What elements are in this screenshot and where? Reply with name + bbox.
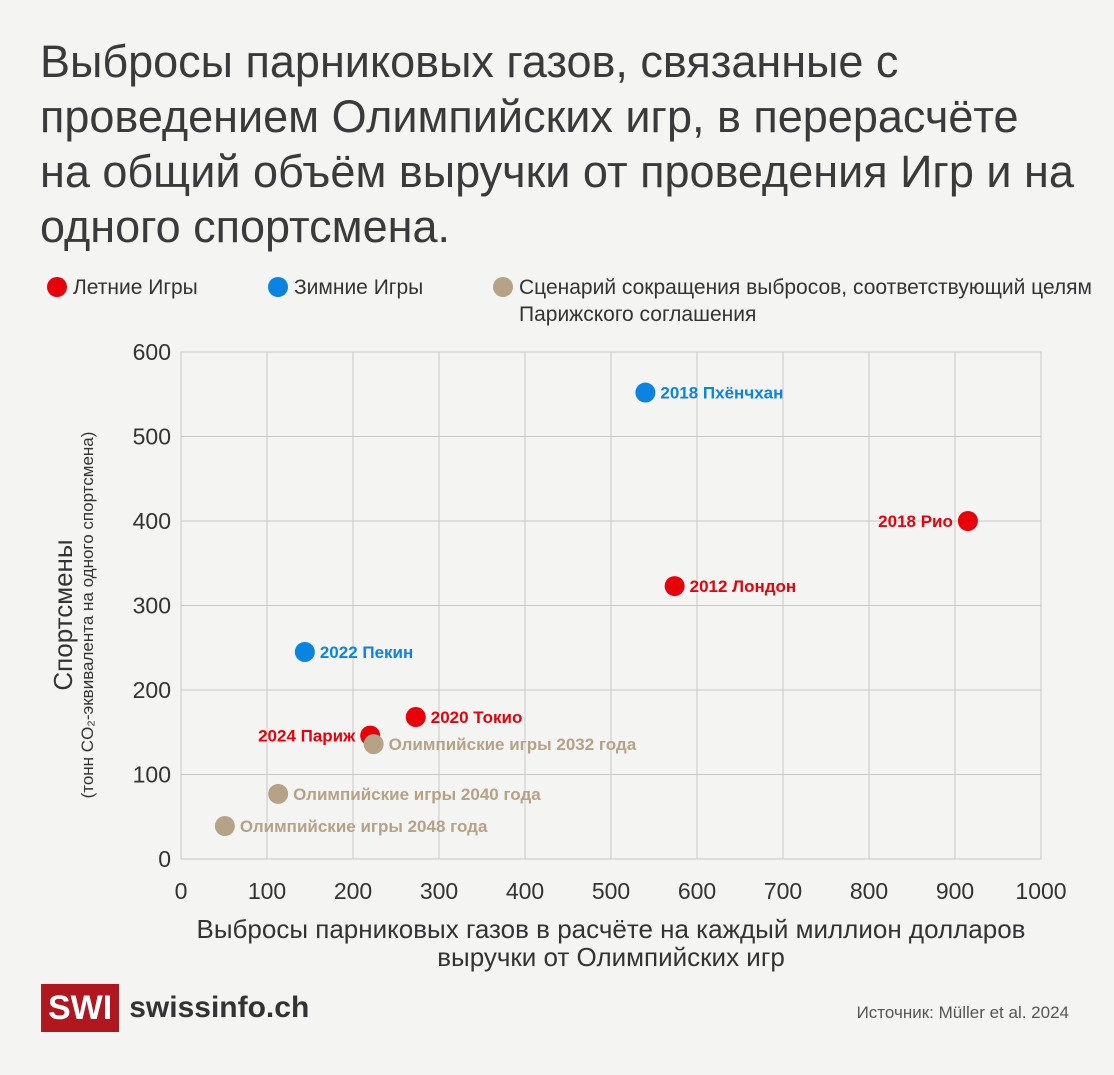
x-tick-label: 500 [592, 878, 630, 904]
y-tick-label: 300 [133, 593, 171, 619]
legend-dot-scenario [493, 277, 513, 297]
x-tick-label: 300 [420, 878, 458, 904]
data-point [294, 641, 315, 662]
data-label: 2024 Париж [258, 727, 356, 746]
x-tick-label: 200 [334, 878, 372, 904]
x-tick-label: 0 [175, 878, 188, 904]
y-tick-label: 400 [133, 508, 171, 534]
legend-label: Зимние Игры [294, 276, 424, 299]
logo-text: swissinfo.ch [129, 991, 310, 1024]
x-axis-label: Выбросы парниковых газов в расчёте на ка… [196, 914, 1026, 972]
data-label: Олимпийские игры 2048 года [240, 817, 488, 836]
legend-dot-winter [268, 277, 288, 297]
y-axis-label: Спортсмены (тонн CO₂-эквивалента на одно… [48, 415, 98, 815]
y-axis-title: Спортсмены [48, 539, 78, 691]
data-label: Олимпийские игры 2032 года [389, 735, 637, 754]
data-point [214, 816, 235, 837]
data-point [405, 707, 426, 728]
y-tick-label: 500 [133, 424, 171, 450]
x-tick-label: 600 [678, 878, 716, 904]
x-tick-label: 900 [936, 878, 974, 904]
legend-label: Сценарий сокращения выбросов, соответств… [519, 276, 1092, 326]
logo-mark: SWI [41, 984, 120, 1032]
legend-label: Летние Игры [73, 276, 198, 299]
data-point [635, 382, 656, 403]
data-label: 2012 Лондон [690, 577, 797, 596]
data-label: Олимпийские игры 2040 года [293, 785, 541, 804]
legend-winter: Зимние Игры [268, 274, 423, 301]
data-point [268, 783, 289, 804]
y-tick-label: 200 [133, 677, 171, 703]
source-note: Источник: Müller et al. 2024 [856, 1003, 1069, 1022]
data-point [957, 511, 978, 531]
x-tick-label: 400 [506, 878, 544, 904]
y-tick-label: 100 [133, 762, 171, 788]
x-tick-label: 100 [248, 878, 286, 904]
data-label: 2022 Пекин [320, 643, 413, 662]
data-point [664, 576, 685, 597]
x-tick-label: 700 [764, 878, 802, 904]
x-tick-label: 800 [850, 878, 888, 904]
y-tick-label: 0 [158, 846, 171, 872]
legend-dot-summer [47, 277, 67, 297]
data-label: 2018 Рио [878, 512, 953, 531]
data-label: 2020 Токио [431, 708, 523, 727]
y-tick-label: 600 [133, 339, 171, 365]
x-tick-label: 1000 [1015, 878, 1066, 904]
swissinfo-logo: SWI swissinfo.ch [41, 984, 309, 1032]
legend-scenario: Сценарий сокращения выбросов, соответств… [493, 274, 1093, 328]
data-point [363, 734, 384, 755]
data-label: 2018 Пхёнчхан [660, 384, 783, 403]
y-axis-subtitle: (тонн CO₂-эквивалента на одного спортсме… [78, 431, 97, 799]
chart-title: Выбросы парниковых газов, связанные с пр… [40, 36, 1074, 252]
legend-summer: Летние Игры [47, 274, 198, 301]
